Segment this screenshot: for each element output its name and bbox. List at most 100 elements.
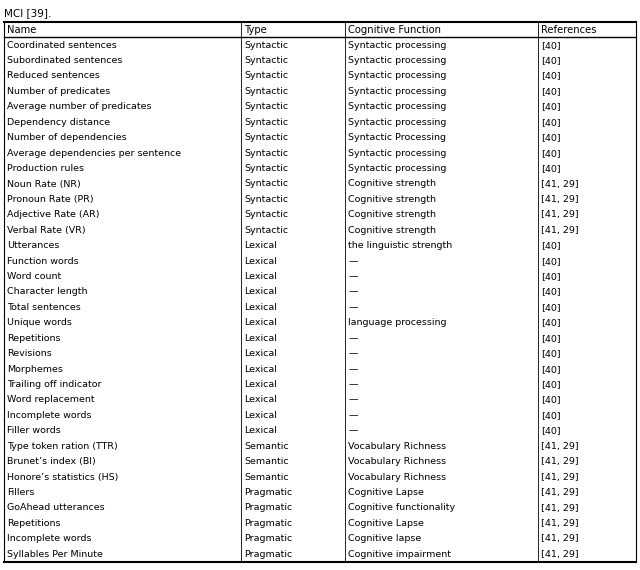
Text: —: — [348,426,358,435]
Text: [40]: [40] [541,256,561,266]
Text: Lexical: Lexical [244,396,277,405]
Text: Syntactic: Syntactic [244,164,288,173]
Text: —: — [348,365,358,374]
Text: [40]: [40] [541,365,561,374]
Text: Morphemes: Morphemes [7,365,63,374]
Text: Syntactic: Syntactic [244,226,288,235]
Text: [40]: [40] [541,87,561,96]
Text: Syntactic: Syntactic [244,103,288,111]
Text: [40]: [40] [541,287,561,296]
Text: [40]: [40] [541,149,561,158]
Text: Syntactic: Syntactic [244,180,288,189]
Text: Syntactic processing: Syntactic processing [348,71,447,80]
Text: Trailing off indicator: Trailing off indicator [7,380,102,389]
Text: Brunet’s index (BI): Brunet’s index (BI) [7,457,96,466]
Text: [41, 29]: [41, 29] [541,226,579,235]
Text: —: — [348,256,358,266]
Text: Syntactic: Syntactic [244,87,288,96]
Text: [41, 29]: [41, 29] [541,180,579,189]
Text: Incomplete words: Incomplete words [7,534,92,543]
Text: Reduced sentences: Reduced sentences [7,71,100,80]
Text: Pragmatic: Pragmatic [244,503,292,512]
Text: [40]: [40] [541,396,561,405]
Text: the linguistic strength: the linguistic strength [348,241,452,250]
Text: Syntactic: Syntactic [244,118,288,127]
Text: [40]: [40] [541,349,561,358]
Text: Syntactic: Syntactic [244,71,288,80]
Text: Lexical: Lexical [244,319,277,327]
Text: Lexical: Lexical [244,426,277,435]
Text: Honore’s statistics (HS): Honore’s statistics (HS) [7,473,118,482]
Text: Revisions: Revisions [7,349,52,358]
Text: Type token ration (TTR): Type token ration (TTR) [7,442,118,451]
Text: Production rules: Production rules [7,164,84,173]
Text: [40]: [40] [541,40,561,50]
Text: Dependency distance: Dependency distance [7,118,110,127]
Text: —: — [348,272,358,281]
Text: [41, 29]: [41, 29] [541,550,579,559]
Text: Adjective Rate (AR): Adjective Rate (AR) [7,210,99,219]
Text: —: — [348,396,358,405]
Text: Pragmatic: Pragmatic [244,488,292,497]
Text: Incomplete words: Incomplete words [7,411,92,420]
Text: References: References [541,25,596,35]
Text: [40]: [40] [541,133,561,142]
Text: Word replacement: Word replacement [7,396,95,405]
Text: Semantic: Semantic [244,457,289,466]
Text: [40]: [40] [541,118,561,127]
Text: Lexical: Lexical [244,334,277,343]
Text: Semantic: Semantic [244,473,289,482]
Text: [40]: [40] [541,272,561,281]
Text: Repetitions: Repetitions [7,519,61,528]
Text: Syllables Per Minute: Syllables Per Minute [7,550,103,559]
Text: Total sentences: Total sentences [7,303,81,312]
Text: Number of dependencies: Number of dependencies [7,133,127,142]
Text: [41, 29]: [41, 29] [541,195,579,204]
Text: [40]: [40] [541,334,561,343]
Text: Syntactic processing: Syntactic processing [348,103,447,111]
Text: Lexical: Lexical [244,349,277,358]
Text: language processing: language processing [348,319,447,327]
Text: Cognitive strength: Cognitive strength [348,210,436,219]
Text: [40]: [40] [541,71,561,80]
Text: Cognitive Lapse: Cognitive Lapse [348,519,424,528]
Text: Filler words: Filler words [7,426,61,435]
Text: Syntactic Processing: Syntactic Processing [348,133,446,142]
Text: Fillers: Fillers [7,488,35,497]
Text: [40]: [40] [541,319,561,327]
Text: [40]: [40] [541,56,561,65]
Text: [40]: [40] [541,164,561,173]
Text: —: — [348,287,358,296]
Text: Semantic: Semantic [244,442,289,451]
Text: Noun Rate (NR): Noun Rate (NR) [7,180,81,189]
Text: Lexical: Lexical [244,411,277,420]
Text: Syntactic processing: Syntactic processing [348,40,447,50]
Text: Lexical: Lexical [244,380,277,389]
Text: —: — [348,303,358,312]
Text: Cognitive lapse: Cognitive lapse [348,534,422,543]
Text: Lexical: Lexical [244,241,277,250]
Text: Subordinated sentences: Subordinated sentences [7,56,122,65]
Text: Pronoun Rate (PR): Pronoun Rate (PR) [7,195,93,204]
Text: [40]: [40] [541,426,561,435]
Text: Function words: Function words [7,256,79,266]
Text: Vocabulary Richness: Vocabulary Richness [348,473,447,482]
Text: [40]: [40] [541,303,561,312]
Text: [41, 29]: [41, 29] [541,210,579,219]
Text: [41, 29]: [41, 29] [541,503,579,512]
Text: —: — [348,380,358,389]
Text: Lexical: Lexical [244,287,277,296]
Text: Syntactic processing: Syntactic processing [348,118,447,127]
Text: Syntactic: Syntactic [244,40,288,50]
Text: Name: Name [7,25,36,35]
Text: Lexical: Lexical [244,365,277,374]
Text: Unique words: Unique words [7,319,72,327]
Text: Syntactic processing: Syntactic processing [348,87,447,96]
Text: Syntactic: Syntactic [244,149,288,158]
Text: Verbal Rate (VR): Verbal Rate (VR) [7,226,86,235]
Text: Syntactic processing: Syntactic processing [348,164,447,173]
Text: Cognitive Lapse: Cognitive Lapse [348,488,424,497]
Text: Syntactic: Syntactic [244,56,288,65]
Text: Cognitive Function: Cognitive Function [348,25,442,35]
Text: Pragmatic: Pragmatic [244,519,292,528]
